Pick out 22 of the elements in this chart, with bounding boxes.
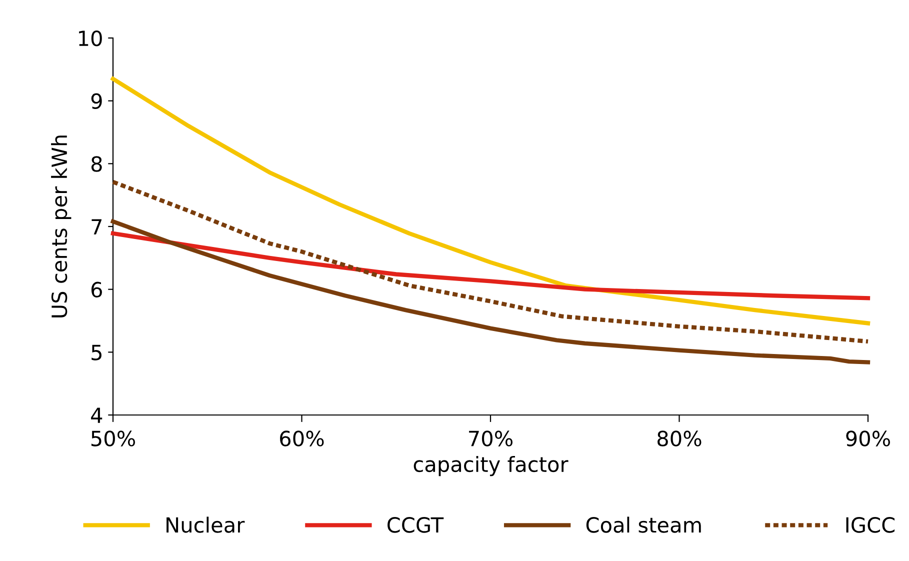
y-tick-label: 4	[91, 408, 102, 423]
line-series	[110, 231, 870, 300]
y-axis-title: US cents per kWh	[51, 136, 72, 318]
legend-label: CCGT	[388, 517, 444, 533]
legend-label: IGCC	[846, 517, 895, 533]
line-series	[110, 76, 870, 326]
line-series	[110, 219, 870, 364]
y-tick-label: 10	[79, 30, 102, 46]
y-tick-label: 6	[91, 282, 102, 298]
line-series	[110, 180, 870, 344]
x-tick-label: 60%	[280, 430, 324, 446]
x-tick-label: 50%	[91, 430, 136, 446]
x-tick-label: 80%	[658, 430, 702, 446]
y-tick-label: 8	[91, 156, 102, 172]
x-axis-title: capacity factor	[414, 456, 568, 476]
y-tick-label: 5	[92, 344, 102, 360]
y-tick-label: 7	[92, 219, 102, 234]
x-tick-label: 90%	[846, 430, 890, 446]
legend-label: Nuclear	[166, 516, 245, 533]
y-tick-label: 9	[91, 93, 102, 110]
legend-label: Coal steam	[586, 516, 701, 533]
x-tick-label: 70%	[469, 430, 513, 446]
